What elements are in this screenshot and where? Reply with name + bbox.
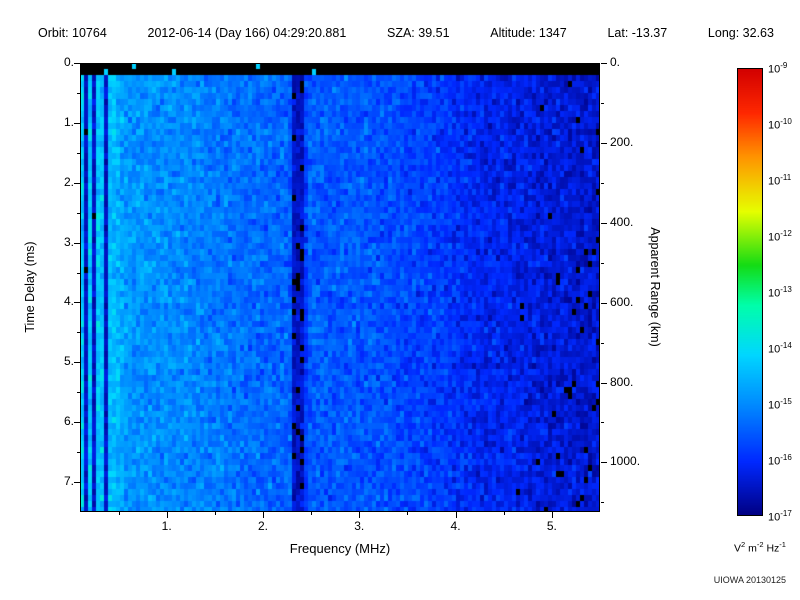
- x-axis-title: Frequency (MHz): [289, 541, 391, 556]
- y-axis-tick: [74, 242, 80, 244]
- y2-axis-tick-label: 200.: [610, 134, 634, 149]
- x-axis-minor-tick: [503, 512, 505, 515]
- header-sza: SZA: 39.51: [387, 26, 450, 40]
- y2-axis-minor-tick: [601, 422, 604, 424]
- x-axis-tick-label: 4.: [450, 519, 461, 533]
- x-axis-tick-label: 3.: [354, 519, 365, 533]
- y-axis-tick-label: 5.: [63, 354, 74, 369]
- y2-axis-tick: [601, 142, 607, 144]
- x-axis-tick-label: 1.: [161, 519, 172, 533]
- y-axis-tick-label: 6.: [63, 414, 74, 429]
- colorbar-tick-label: 10-9: [768, 61, 788, 76]
- x-axis-tick: [166, 512, 168, 518]
- y2-axis-minor-tick: [601, 182, 604, 184]
- y2-axis-tick-label: 1000.: [610, 454, 641, 469]
- y-axis-tick-label: 2.: [63, 174, 74, 189]
- x-axis-minor-tick: [407, 512, 409, 515]
- y-axis-minor-tick: [77, 212, 80, 214]
- y-axis-tick: [74, 302, 80, 304]
- y2-axis-tick-label: 400.: [610, 214, 634, 229]
- y-axis-tick: [74, 122, 80, 124]
- colorbar-tick-label: 10-16: [768, 453, 792, 468]
- y2-axis-title: Apparent Range (km): [648, 227, 662, 347]
- header-altitude: Altitude: 1347: [490, 26, 567, 40]
- y2-axis-tick-label: 800.: [610, 374, 634, 389]
- header-lat: Lat: -13.37: [607, 26, 668, 40]
- y2-axis-tick-label: 600.: [610, 294, 634, 309]
- x-axis-tick-label: 2.: [257, 519, 268, 533]
- y2-axis-minor-tick: [601, 102, 604, 104]
- x-axis-tick: [551, 512, 553, 518]
- y2-axis-minor-tick: [601, 342, 604, 344]
- header-datetime: 2012-06-14 (Day 166) 04:29:20.881: [147, 26, 347, 40]
- y2-axis-tick: [601, 222, 607, 224]
- colorbar-tick-label: 10-12: [768, 229, 792, 244]
- y-axis-minor-tick: [77, 152, 80, 154]
- colorbar-unit-label: V2 m-2 Hz-1: [734, 540, 786, 555]
- y2-axis-tick: [601, 63, 607, 64]
- y-axis-tick-label: 7.: [63, 474, 74, 489]
- y-axis-tick-label: 0.: [63, 55, 74, 69]
- header-long: Long: 32.63: [707, 26, 774, 40]
- colorbar-tick-label: 10-14: [768, 341, 792, 356]
- y-axis-title: Time Delay (ms): [23, 241, 37, 333]
- header-info: Orbit: 10764 2012-06-14 (Day 166) 04:29:…: [38, 26, 774, 40]
- x-axis-tick: [262, 512, 264, 518]
- x-axis-minor-tick: [118, 512, 120, 515]
- y-axis-tick: [74, 482, 80, 484]
- x-axis-tick: [359, 512, 361, 518]
- y2-axis-tick: [601, 382, 607, 384]
- y-axis-minor-tick: [77, 92, 80, 94]
- y-axis-minor-tick: [77, 272, 80, 274]
- x-axis-tick-label: 5.: [546, 519, 557, 533]
- y-axis-tick: [74, 422, 80, 424]
- colorbar-tick-label: 10-10: [768, 117, 792, 132]
- x-axis-minor-tick: [214, 512, 216, 515]
- colorbar-tick-label: 10-11: [768, 173, 792, 188]
- y-axis-tick-label: 4.: [63, 294, 74, 309]
- y2-axis-tick: [601, 462, 607, 464]
- y-axis-tick: [74, 362, 80, 364]
- y-axis-tick: [74, 182, 80, 184]
- y-axis-minor-tick: [77, 452, 80, 454]
- spectrogram-heatmap: [80, 63, 600, 512]
- colorbar-tick-label: 10-17: [768, 509, 792, 524]
- y-axis-tick-label: 1.: [63, 114, 74, 129]
- y2-axis-minor-tick: [601, 262, 604, 264]
- x-axis-tick: [455, 512, 457, 518]
- y-axis-tick-label: 3.: [63, 234, 74, 249]
- header-orbit: Orbit: 10764: [38, 26, 107, 40]
- y-axis-minor-tick: [77, 392, 80, 394]
- y2-axis-minor-tick: [601, 502, 604, 504]
- colorbar-tick-label: 10-15: [768, 397, 792, 412]
- y2-axis-tick-label: 0.: [610, 55, 621, 69]
- credit-text: UIOWA 20130125: [713, 575, 786, 585]
- y-axis-minor-tick: [77, 332, 80, 334]
- y2-axis-tick: [601, 302, 607, 304]
- y-axis-tick: [74, 63, 80, 64]
- colorbar-tick-label: 10-13: [768, 285, 792, 300]
- colorbar-gradient: [737, 68, 763, 516]
- x-axis-minor-tick: [311, 512, 313, 515]
